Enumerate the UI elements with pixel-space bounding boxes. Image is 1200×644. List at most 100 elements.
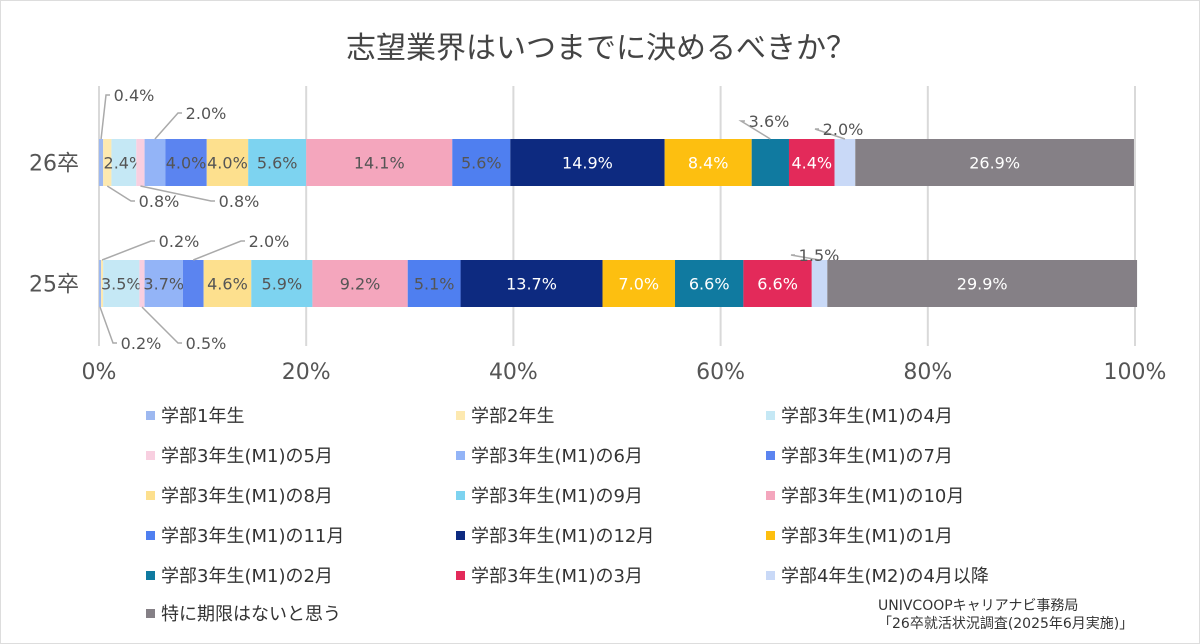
legend-swatch bbox=[146, 570, 155, 580]
legend-swatch bbox=[146, 410, 155, 420]
legend-item: 学部3年生(M1)の10月 bbox=[766, 482, 964, 508]
legend-label: 学部3年生(M1)の2月 bbox=[161, 566, 333, 587]
x-tick-label: 20% bbox=[282, 360, 331, 385]
data-label: 5.6% bbox=[257, 154, 298, 173]
data-label: 4.6% bbox=[207, 275, 248, 294]
legend-item: 学部3年生(M1)の7月 bbox=[766, 442, 953, 468]
legend-label: 学部1年生 bbox=[161, 406, 245, 427]
bar-segment bbox=[452, 139, 511, 186]
data-label: 4.0% bbox=[207, 154, 248, 173]
legend-label: 学部3年生(M1)の8月 bbox=[161, 486, 333, 507]
legend-label: 学部3年生(M1)の10月 bbox=[781, 486, 965, 507]
bar-segment bbox=[99, 260, 102, 307]
data-label: 2.0% bbox=[249, 232, 290, 251]
legend-item: 特に期限はないと思う bbox=[146, 600, 341, 626]
bar-segment bbox=[834, 139, 856, 186]
bar-segment bbox=[602, 260, 676, 307]
legend-swatch bbox=[456, 410, 465, 420]
bar-segment bbox=[99, 139, 104, 186]
legend-label: 学部3年生(M1)の11月 bbox=[161, 526, 345, 547]
data-label: 5.9% bbox=[262, 275, 303, 294]
x-tick-label: 80% bbox=[903, 360, 952, 385]
data-label: 14.9% bbox=[562, 154, 613, 173]
data-label: 0.5% bbox=[186, 334, 227, 353]
legend-swatch bbox=[766, 490, 775, 500]
data-label: 0.4% bbox=[114, 86, 155, 105]
bar-segment bbox=[675, 260, 744, 307]
leader-line bbox=[101, 240, 155, 261]
x-tick-label: 100% bbox=[1104, 360, 1167, 385]
legend-label: 学部3年生(M1)の1月 bbox=[781, 526, 953, 547]
bar-segment bbox=[139, 260, 145, 307]
bar-segment bbox=[751, 139, 789, 186]
leader-line bbox=[141, 306, 182, 344]
x-tick-label: 40% bbox=[489, 360, 538, 385]
leader-line bbox=[100, 94, 110, 140]
legend-label: 学部3年生(M1)の5月 bbox=[161, 446, 333, 467]
legend-label: 特に期限はないと思う bbox=[161, 604, 341, 625]
leader-line bbox=[106, 185, 135, 202]
bar-segment bbox=[182, 260, 204, 307]
legend-label: 学部3年生(M1)の6月 bbox=[471, 446, 643, 467]
bar-segment bbox=[136, 139, 145, 186]
legend-label: 学部4年生(M2)の4月以降 bbox=[781, 566, 989, 587]
legend-label: 学部3年生(M1)の4月 bbox=[781, 406, 953, 427]
data-label: 8.4% bbox=[688, 154, 729, 173]
legend-label: 学部2年生 bbox=[471, 406, 555, 427]
data-label: 4.0% bbox=[166, 154, 207, 173]
legend-swatch bbox=[146, 490, 155, 500]
bar-segment bbox=[743, 260, 812, 307]
legend-item: 学部3年生(M1)の12月 bbox=[456, 522, 654, 548]
legend-swatch bbox=[766, 570, 775, 580]
bar-segment bbox=[510, 139, 665, 186]
legend-item: 学部3年生(M1)の8月 bbox=[146, 482, 333, 508]
legend-label: 学部3年生(M1)の9月 bbox=[471, 486, 643, 507]
data-label: 5.6% bbox=[461, 154, 502, 173]
legend-item: 学部3年生(M1)の5月 bbox=[146, 442, 333, 468]
legend-item: 学部3年生(M1)の3月 bbox=[456, 562, 643, 588]
bar-segment bbox=[248, 139, 307, 186]
leader-line bbox=[814, 128, 846, 140]
source-note: UNIVCOOPキャリアナビ事務局 「26卒就活状況調査(2025年6月実施)」 bbox=[878, 597, 1133, 633]
legend-swatch bbox=[456, 490, 465, 500]
legend-swatch bbox=[146, 530, 155, 540]
legend-item: 学部2年生 bbox=[456, 402, 554, 428]
bar-segment bbox=[144, 260, 183, 307]
legend-swatch bbox=[456, 570, 465, 580]
source-line-2: 「26卒就活状況調査(2025年6月実施)」 bbox=[878, 616, 1134, 632]
legend-label: 学部3年生(M1)の12月 bbox=[471, 526, 655, 547]
category-label: 26卒 bbox=[29, 152, 79, 177]
data-label: 6.6% bbox=[757, 275, 798, 294]
stacked-bar-chart: 0% 20% 40% 60% 80% 100% 26卒 25卒 0.4% 0.8% 2.4% 0.8%… bbox=[29, 86, 1167, 385]
x-tick-label: 60% bbox=[696, 360, 745, 385]
bar-segment bbox=[101, 260, 104, 307]
legend-swatch bbox=[456, 530, 465, 540]
source-line-1: UNIVCOOPキャリアナビ事務局 bbox=[878, 598, 1079, 614]
bar-segment bbox=[811, 260, 828, 307]
bar-segment bbox=[206, 139, 249, 186]
data-label: 5.1% bbox=[414, 275, 455, 294]
data-label: 0.2% bbox=[159, 232, 200, 251]
legend-swatch bbox=[146, 450, 155, 460]
bar-segment bbox=[407, 260, 461, 307]
data-label: 29.9% bbox=[957, 275, 1008, 294]
bar-segment bbox=[103, 139, 112, 186]
data-label: 2.0% bbox=[823, 120, 864, 139]
data-label: 0.2% bbox=[121, 334, 162, 353]
data-label: 3.6% bbox=[749, 112, 790, 131]
data-label: 6.6% bbox=[689, 275, 730, 294]
bar-segment bbox=[306, 139, 453, 186]
bar-segment bbox=[788, 139, 835, 186]
data-label: 4.4% bbox=[791, 154, 832, 173]
leader-line bbox=[99, 306, 117, 344]
data-label: 3.7% bbox=[143, 275, 184, 294]
legend-item: 学部3年生(M1)の2月 bbox=[146, 562, 333, 588]
bar-segment bbox=[103, 260, 140, 307]
legend-swatch bbox=[766, 530, 775, 540]
bar-segment bbox=[144, 139, 166, 186]
bar-segment bbox=[165, 139, 207, 186]
data-label: 14.1% bbox=[354, 154, 405, 173]
data-label: 2.0% bbox=[186, 104, 227, 123]
bar-segment bbox=[460, 260, 603, 307]
